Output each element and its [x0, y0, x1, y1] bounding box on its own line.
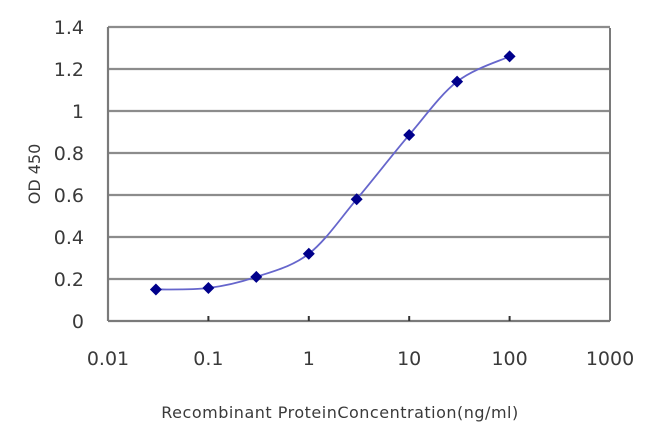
series-line: [155, 55, 510, 291]
y-axis-title: OD 450: [25, 144, 44, 205]
data-point-marker: [250, 270, 263, 283]
data-point-marker: [149, 283, 162, 296]
y-tick-label: 0.4: [54, 227, 84, 249]
x-tick-label: 0.1: [193, 348, 223, 370]
y-tick-label: 1: [72, 101, 84, 123]
y-tick-label: 0.8: [54, 143, 84, 165]
y-tick-label: 1.4: [54, 17, 84, 39]
x-tick-label: 10: [397, 348, 421, 370]
plot-area: [106, 25, 611, 323]
x-axis-title: Recombinant ProteinConcentration(ng/ml): [161, 403, 518, 422]
x-tick-label: 100: [491, 348, 527, 370]
x-tick-label: 1000: [586, 348, 634, 370]
data-series: [149, 50, 516, 296]
data-point-marker: [202, 282, 215, 295]
x-tick-label: 0.01: [87, 348, 129, 370]
y-tick-label: 0: [72, 311, 84, 333]
data-point-marker: [503, 50, 516, 63]
y-axis: 0 0.2 0.4 0.6 0.8 1 1.2 1.4: [54, 17, 84, 333]
y-tick-label: 0.2: [54, 269, 84, 291]
x-axis: 0.01 0.1 1 10 100 1000: [87, 316, 634, 370]
data-point-marker: [403, 128, 416, 141]
data-point-marker: [302, 247, 315, 260]
data-point-marker: [451, 75, 464, 88]
x-tick-label: 1: [303, 348, 315, 370]
y-tick-label: 1.2: [54, 59, 84, 81]
y-tick-label: 0.6: [54, 185, 84, 207]
data-point-marker: [350, 193, 363, 206]
